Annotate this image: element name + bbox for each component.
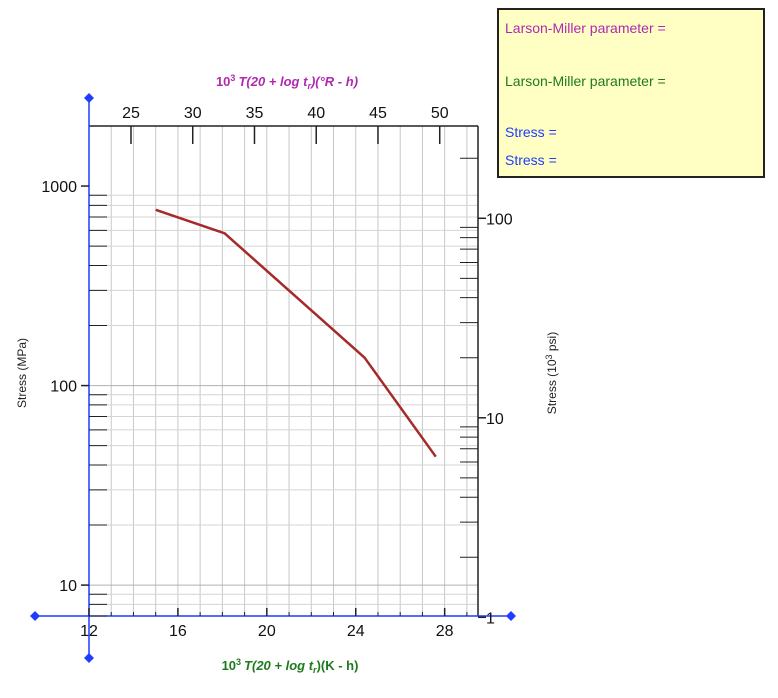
axes-layer bbox=[35, 98, 511, 658]
stress-curve bbox=[155, 208, 437, 458]
stress-readout-2: Stress = bbox=[505, 152, 557, 168]
ticks-layer: 12 16 20 24 28 25 30 35 40 45 50 10 100 1000 1 10 100 bbox=[41, 105, 512, 640]
x-bottom-tick-label: 20 bbox=[258, 623, 276, 640]
x-top-tick-label: 30 bbox=[184, 105, 202, 122]
x-bottom-tick-label: 12 bbox=[80, 623, 98, 640]
lmp-readout-2: Larson-Miller parameter = bbox=[505, 73, 666, 89]
y-left-tick-label: 100 bbox=[50, 379, 77, 396]
info-panel: Larson-Miller parameter = Larson-Miller … bbox=[497, 8, 765, 178]
y-right-tick-label: 100 bbox=[486, 211, 513, 228]
x-top-tick-label: 35 bbox=[246, 105, 264, 122]
top-axis-title: 103 T(20 + log tr)(°R - h) bbox=[216, 73, 358, 91]
y-right-tick-label: 10 bbox=[486, 411, 504, 428]
grid-layer bbox=[88, 126, 478, 617]
x-bottom-tick-label: 28 bbox=[436, 623, 454, 640]
right-axis-title: Stress (103 psi) bbox=[544, 332, 559, 414]
x-top-tick-label: 50 bbox=[431, 105, 449, 122]
series-layer bbox=[155, 208, 437, 458]
top-drag-handle[interactable] bbox=[84, 93, 94, 103]
x-top-tick-label: 45 bbox=[369, 105, 387, 122]
x-top-tick-label: 25 bbox=[122, 105, 140, 122]
lmp-readout-1: Larson-Miller parameter = bbox=[505, 20, 666, 36]
left-axis-title: Stress (MPa) bbox=[15, 338, 29, 408]
y-left-tick-label: 10 bbox=[59, 578, 77, 595]
x-top-tick-label: 40 bbox=[307, 105, 325, 122]
x-bottom-tick-label: 16 bbox=[169, 623, 187, 640]
bottom-drag-handle[interactable] bbox=[84, 653, 94, 663]
x-bottom-tick-label: 24 bbox=[347, 623, 365, 640]
right-drag-handle[interactable] bbox=[506, 611, 516, 621]
bottom-axis-title: 103 T(20 + log tr)(K - h) bbox=[222, 657, 359, 675]
stress-readout-1: Stress = bbox=[505, 124, 557, 140]
y-left-tick-label: 1000 bbox=[41, 179, 77, 196]
left-drag-handle[interactable] bbox=[30, 611, 40, 621]
y-right-tick-label: 1 bbox=[486, 610, 495, 627]
